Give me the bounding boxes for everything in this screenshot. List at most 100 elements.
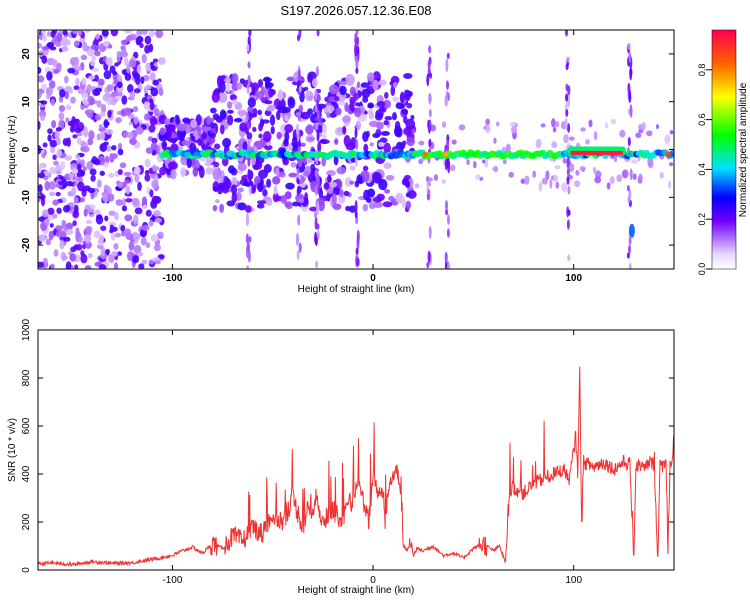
spectrogram-cell — [102, 194, 110, 203]
spectrogram-cell — [635, 132, 642, 138]
spectrogram-cell — [378, 79, 387, 86]
y-tick-label: 10 — [21, 96, 32, 108]
spectrogram-cell — [84, 30, 91, 33]
spectrogram-cell — [83, 208, 88, 217]
spectrogram-cell — [268, 88, 274, 98]
spectrogram-cell — [67, 202, 76, 207]
spectrogram-cell — [210, 107, 217, 114]
spectrogram-cell — [554, 165, 561, 170]
spectrogram-streak — [356, 45, 360, 55]
spectrogram-cell — [192, 166, 199, 177]
spectrogram-cell — [153, 210, 161, 217]
spectrogram-cell — [100, 246, 106, 257]
spectrogram-cell — [215, 115, 222, 123]
spectrogram-streak — [315, 122, 319, 131]
spectrogram-cell — [418, 140, 425, 146]
spectrogram-cell — [317, 141, 322, 154]
spectrogram-streak — [565, 63, 569, 71]
spectrogram-cell — [76, 164, 82, 172]
spectrogram-streak — [354, 200, 358, 214]
spectrogram-cell — [107, 44, 113, 49]
spectrogram-cell — [272, 192, 280, 203]
spectrogram-cell — [222, 137, 232, 148]
spectrogram-cell — [168, 161, 178, 170]
spectrogram-streak — [429, 72, 433, 79]
spectrogram-cell — [166, 128, 172, 139]
spectrogram-cell — [239, 122, 247, 132]
spectrogram-cell — [606, 182, 611, 190]
spectrogram-cell — [563, 134, 569, 144]
spectrogram-streak — [628, 189, 632, 199]
spectrogram-cell — [109, 229, 114, 234]
spectrogram-cell — [284, 131, 290, 142]
spectrogram-cell — [149, 189, 154, 198]
spectrogram-cell — [99, 234, 105, 243]
spectrogram-cell — [337, 101, 347, 106]
spectrogram-cell — [126, 64, 131, 74]
spectrogram-cell — [56, 32, 63, 43]
spectrogram-cell — [144, 169, 150, 176]
spectrogram-cell — [257, 79, 264, 88]
spectrogram-cell — [71, 186, 77, 196]
spectrogram-cell — [66, 137, 71, 147]
spectrogram-cell — [88, 130, 95, 140]
spectrogram-cell — [205, 166, 213, 175]
spectrogram-cell — [509, 121, 517, 127]
spectrogram-cell — [264, 100, 273, 105]
spectrogram-cell — [117, 181, 124, 188]
spectrogram-cell — [378, 141, 385, 147]
spectrogram-streak — [428, 226, 432, 239]
spectrogram-cell — [332, 203, 342, 210]
spectrogram-cell — [561, 182, 568, 193]
spectrogram-cell — [278, 106, 288, 114]
spectrogram-cell — [220, 124, 225, 135]
spectrogram-cell — [292, 201, 300, 207]
spectrogram-streak — [316, 201, 320, 215]
spectrogram-cell — [155, 30, 164, 39]
spectrogram-cell — [124, 179, 130, 184]
spectrogram-cell — [270, 126, 275, 135]
spectrogram-cell — [306, 136, 315, 142]
spectrogram-cell — [368, 202, 376, 210]
spectrogram-cell — [380, 130, 390, 137]
spectrogram-cell — [610, 118, 617, 125]
spectrogram-cell — [149, 101, 155, 111]
spectrogram-cell — [593, 131, 598, 141]
spectrogram-cell — [458, 124, 466, 131]
spectrogram-cell — [137, 30, 144, 35]
spectrogram-cell — [82, 127, 89, 138]
spectrogram-cell — [261, 119, 270, 124]
spectrogram-cell — [327, 181, 338, 188]
spectrogram-cell — [385, 174, 395, 181]
spectrogram-cell — [349, 165, 356, 171]
spectrogram-streak — [629, 69, 633, 76]
spectrogram-cell — [128, 241, 135, 251]
spectrogram-cell — [164, 118, 171, 126]
spectrogram-cell — [207, 117, 215, 123]
spectrogram-cell — [154, 217, 162, 223]
spectrogram-cell — [110, 233, 116, 241]
spectrogram-cell — [52, 30, 58, 35]
spectrogram-cell — [41, 34, 48, 42]
spectrogram-cell — [95, 33, 100, 40]
spectrogram-cell — [197, 126, 202, 137]
spectrogram-cell — [326, 111, 331, 119]
spectrogram-streak — [354, 211, 358, 219]
spectrogram-cell — [44, 218, 50, 226]
spectrogram-cell — [358, 175, 363, 185]
spectrogram-cell — [103, 121, 110, 127]
spectrogram-cell — [307, 73, 313, 83]
spectrogram-streak — [627, 42, 631, 51]
spectrogram-cell — [441, 121, 447, 128]
spectrogram-cell — [144, 35, 152, 45]
spectrogram-cell — [275, 167, 280, 177]
spectrogram-cell — [524, 175, 530, 185]
spectrogram-cell — [149, 72, 156, 82]
spectrogram-cell — [406, 136, 415, 147]
spectrogram-cell — [116, 81, 123, 89]
spectrogram-cell — [568, 136, 575, 141]
spectrogram-cell — [119, 162, 127, 169]
spectrogram-cell — [372, 132, 380, 139]
spectrogram-cell — [87, 95, 95, 106]
spectrogram-cell — [508, 171, 514, 178]
